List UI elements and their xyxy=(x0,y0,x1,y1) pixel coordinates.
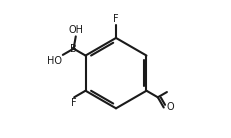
Text: O: O xyxy=(165,102,173,112)
Text: OH: OH xyxy=(68,25,83,35)
Text: F: F xyxy=(70,98,76,108)
Text: HO: HO xyxy=(46,56,61,66)
Text: B: B xyxy=(70,44,77,54)
Text: F: F xyxy=(113,14,118,24)
